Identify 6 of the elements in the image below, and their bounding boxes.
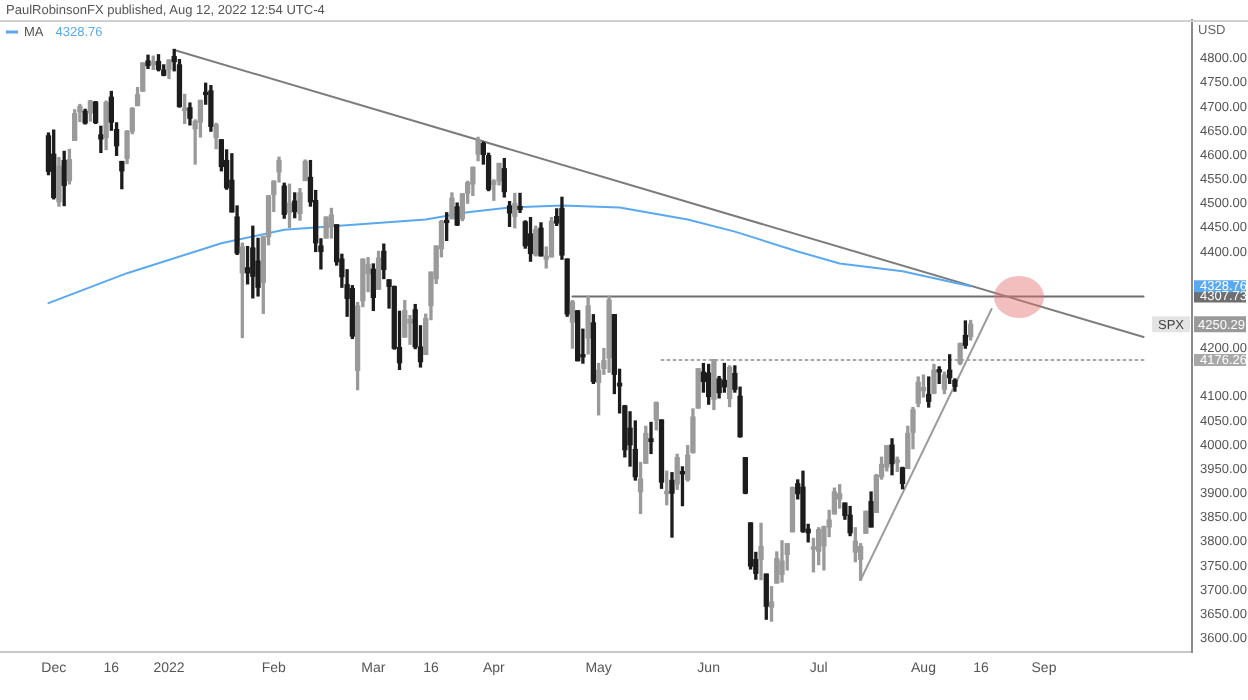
candlestick: [98, 125, 104, 154]
candlestick: [407, 315, 413, 345]
candlestick: [758, 522, 764, 581]
candlestick: [517, 192, 523, 213]
candlestick: [669, 472, 675, 538]
candlestick: [648, 421, 654, 455]
